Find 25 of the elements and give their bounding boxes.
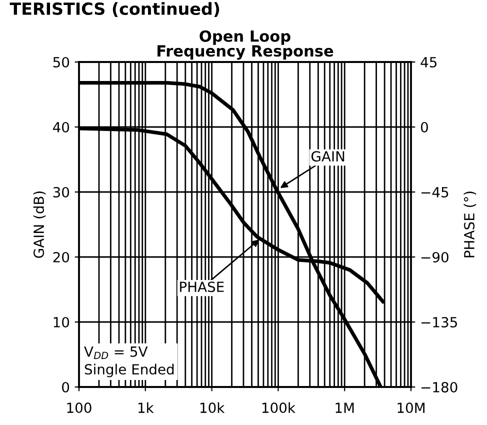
- annotation: PHASE: [180, 282, 224, 292]
- x-tick-label: 1k: [138, 402, 154, 413]
- x-tick-label: 100: [67, 402, 92, 414]
- x-tick-label: 100k: [262, 402, 296, 414]
- y-tick-label: 40: [52, 122, 70, 132]
- chart-title: Open Loop Frequency Response: [158, 30, 334, 60]
- y-tick-label: 50: [53, 56, 70, 68]
- x-tick-label: 10k: [200, 402, 225, 414]
- annotation: V$_{DD}$ = 5V Single Ended: [84, 346, 174, 378]
- y-tick-label: 0: [62, 382, 70, 392]
- y-axis-title: GAIN (dB): [33, 192, 46, 258]
- y2-axis-title: PHASE (°): [464, 192, 476, 258]
- y2-tick-label: −90: [422, 252, 448, 262]
- y2-tick-label: 0: [420, 122, 428, 132]
- x-tick-label: 10M: [398, 402, 424, 414]
- y2-tick-label: −135: [422, 316, 457, 328]
- text: TERISTICS (continued): [10, 2, 220, 17]
- y2-tick-label: −180: [422, 382, 458, 392]
- y-tick-label: 30: [53, 186, 70, 198]
- x-tick-label: 1M: [336, 402, 354, 413]
- y-tick-label: 20: [53, 252, 70, 262]
- y-tick-label: 10: [54, 316, 70, 328]
- y2-tick-label: 45: [420, 57, 436, 68]
- y2-tick-label: −45: [422, 187, 448, 198]
- annotation: GAIN: [311, 151, 344, 162]
